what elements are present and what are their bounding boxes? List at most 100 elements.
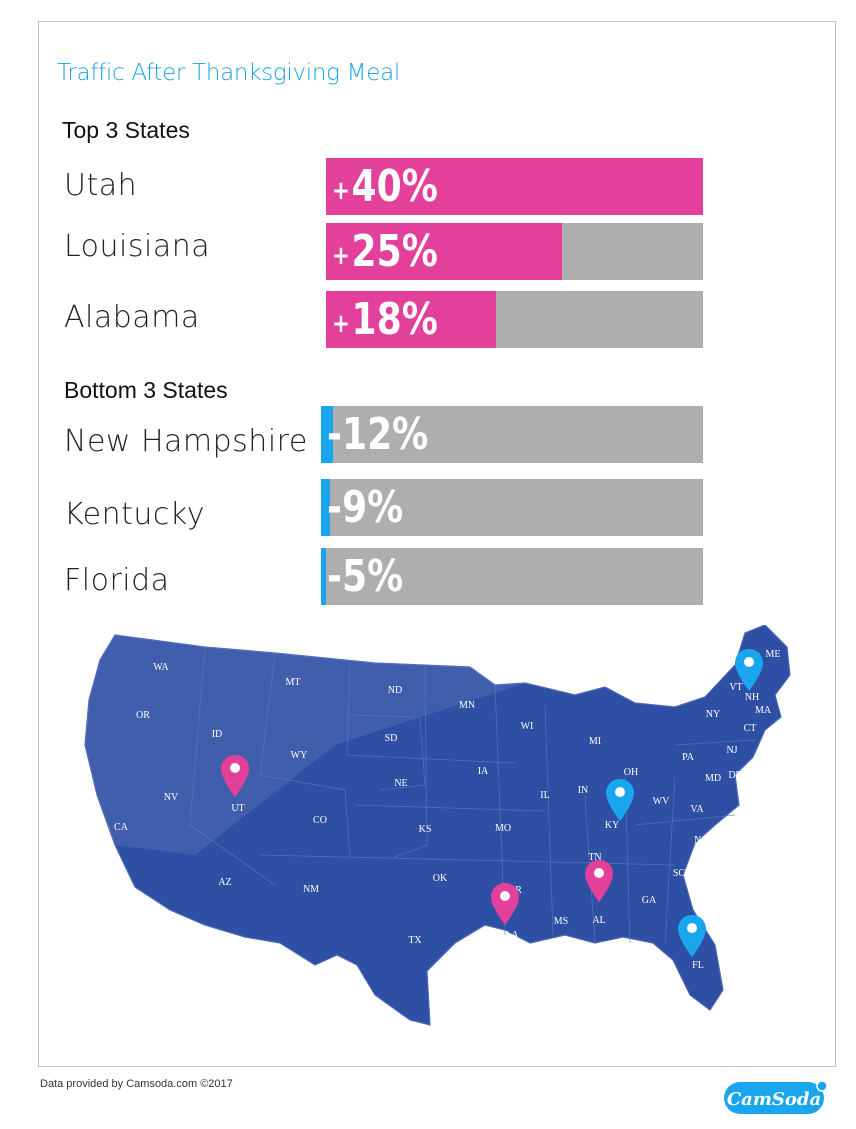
- state-label-mo: MO: [495, 823, 511, 834]
- map-pin-dot: [594, 868, 604, 878]
- bar-label-florida: -5%: [327, 551, 404, 602]
- bar-track-kentucky: -9%: [321, 479, 703, 536]
- border-line: [346, 754, 516, 764]
- state-label-nv: NV: [164, 792, 179, 803]
- bar-utah: [326, 158, 703, 215]
- map-pin-shape: [678, 915, 706, 957]
- bar-kentucky: [321, 479, 331, 536]
- state-label-al: AL: [592, 915, 605, 926]
- map-pin-shape: [606, 779, 634, 821]
- state-label-nd: ND: [388, 685, 402, 696]
- state-label-ny: NY: [706, 709, 720, 720]
- bottom-states-heading: Bottom 3 States: [64, 377, 228, 403]
- state-label-wv: WV: [653, 796, 670, 807]
- state-label-va: VA: [690, 804, 704, 815]
- state-label-pa: PA: [682, 752, 695, 763]
- state-label-ut: UT: [231, 803, 244, 814]
- state-label-ca: CA: [114, 822, 129, 833]
- bar-sign: +: [332, 309, 350, 339]
- map-pin-icon: [735, 649, 763, 691]
- state-label-kentucky: Kentucky: [64, 497, 205, 532]
- bar-label-alabama: +18%: [332, 295, 438, 345]
- map-pin-icon: [606, 779, 634, 821]
- bar-track-utah: +40%: [326, 158, 703, 215]
- state-label-ok: OK: [433, 873, 448, 884]
- bar-number: 18%: [351, 294, 438, 345]
- state-label-il: IL: [540, 790, 549, 801]
- bar-label-new-hampshire: -12%: [327, 409, 429, 460]
- state-label-de: DE: [728, 770, 741, 781]
- state-label-new-hampshire: New Hampshire: [64, 424, 308, 459]
- state-label-ms: MS: [554, 916, 568, 927]
- state-label-mn: MN: [459, 700, 475, 711]
- bar-louisiana: [326, 223, 562, 280]
- camsoda-logo[interactable]: CamSoda: [722, 1078, 830, 1118]
- state-label-nj: NJ: [726, 745, 737, 756]
- state-label-nh: NH: [745, 692, 759, 703]
- bar-track-louisiana: +25%: [326, 223, 703, 280]
- state-label-me: ME: [766, 649, 781, 660]
- border-line: [259, 652, 351, 856]
- border-line: [394, 666, 428, 858]
- state-label-tx: TX: [408, 935, 422, 946]
- border-line: [634, 814, 736, 826]
- data-credit: Data provided by Camsoda.com ©2017: [40, 1078, 233, 1090]
- state-label-wy: WY: [291, 750, 308, 761]
- state-label-alabama: Alabama: [64, 300, 200, 335]
- state-label-ia: IA: [478, 766, 489, 777]
- state-label-ky: KY: [605, 820, 619, 831]
- logo-bubble-icon: [816, 1080, 828, 1092]
- map-pin-shape: [585, 860, 613, 902]
- state-label-florida: Florida: [64, 563, 170, 598]
- state-label-utah: Utah: [64, 168, 138, 203]
- map-markers: [221, 649, 763, 957]
- state-label-ga: GA: [642, 895, 657, 906]
- border-line: [346, 714, 426, 791]
- state-label-in: IN: [578, 785, 589, 796]
- state-label-oh: OH: [624, 767, 638, 778]
- bar-track-new-hampshire: -12%: [321, 406, 703, 463]
- state-label-ct: CT: [744, 723, 757, 734]
- bar-number: 25%: [351, 226, 438, 277]
- border-line: [544, 704, 554, 936]
- state-label-ks: KS: [419, 824, 432, 835]
- state-label-id: ID: [212, 729, 223, 740]
- state-label-fl: FL: [692, 960, 704, 971]
- page-title: Traffic After Thanksgiving Meal: [57, 60, 400, 86]
- state-labels: WA OR CA ID NV MT WY UT AZ CO NM ND SD NE KS OK TX MN IA MO…: [114, 649, 780, 971]
- logo-text: CamSoda: [727, 1089, 821, 1110]
- border-line: [189, 646, 276, 886]
- state-label-or: OR: [136, 710, 150, 721]
- state-borders: [189, 646, 756, 946]
- us-map: WA OR CA ID NV MT WY UT AZ CO NM ND SD NE KS OK TX MN IA MO…: [84, 625, 791, 1026]
- infographic-frame: [38, 21, 836, 1067]
- map-pin-shape: [221, 755, 249, 797]
- state-label-mi: MI: [589, 736, 601, 747]
- bar-label-utah: +40%: [332, 162, 438, 212]
- state-label-nm: NM: [303, 884, 319, 895]
- map-pin-icon: [585, 860, 613, 902]
- map-pin-icon: [678, 915, 706, 957]
- map-pin-icon: [221, 755, 249, 797]
- map-pin-dot: [615, 787, 625, 797]
- bar-sign: +: [332, 241, 350, 271]
- map-pin-dot: [500, 891, 510, 901]
- map-pin-icon: [491, 883, 519, 925]
- state-label-vt: VT: [729, 682, 742, 693]
- map-pin-dot: [230, 763, 240, 773]
- bar-label-kentucky: -9%: [327, 482, 404, 533]
- border-line: [346, 662, 351, 756]
- border-line: [664, 774, 676, 946]
- state-label-tn: TN: [588, 852, 601, 863]
- state-label-sd: SD: [385, 733, 398, 744]
- state-label-wi: WI: [521, 721, 534, 732]
- logo-badge: [724, 1082, 824, 1114]
- bar-sign: +: [332, 176, 350, 206]
- state-label-louisiana: Louisiana: [64, 229, 211, 264]
- state-label-mt: MT: [286, 677, 301, 688]
- bar-number: 40%: [351, 161, 438, 212]
- bar-label-louisiana: +25%: [332, 227, 438, 277]
- state-label-nc: NC: [694, 835, 708, 846]
- top-states-heading: Top 3 States: [62, 117, 190, 143]
- bar-alabama: [326, 291, 496, 348]
